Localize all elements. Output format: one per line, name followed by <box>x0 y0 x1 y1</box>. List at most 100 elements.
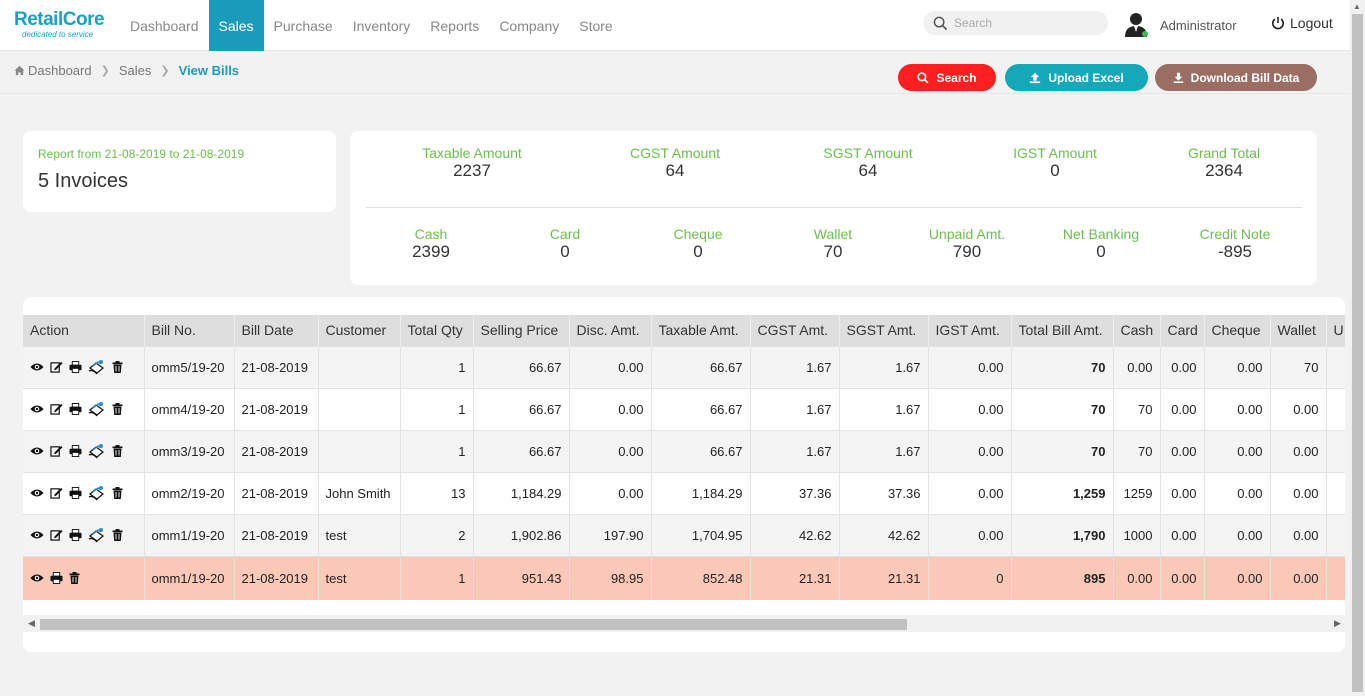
column-header[interactable]: Bill Date <box>234 315 319 346</box>
print-icon[interactable] <box>69 529 82 541</box>
row-actions <box>23 429 145 472</box>
print-icon[interactable] <box>69 445 82 457</box>
nav-store[interactable]: Store <box>579 17 613 34</box>
cell-customer: test <box>318 555 401 600</box>
stat-label: CGST Amount <box>629 145 721 161</box>
edit-icon[interactable] <box>50 361 63 373</box>
edit-icon[interactable] <box>50 529 63 541</box>
cell-igst: 0.00 <box>928 429 1012 472</box>
print-icon[interactable] <box>50 572 63 585</box>
report-summary-card: Report from 21-08-2019 to 21-08-2019 5 I… <box>23 131 336 212</box>
breadcrumb-dashboard[interactable]: Dashboard <box>28 63 92 78</box>
stat-credit-note: Credit Note -895 <box>1200 226 1271 262</box>
print-icon[interactable] <box>69 403 82 415</box>
column-header[interactable]: Total Bill Amt. <box>1011 315 1114 346</box>
column-header[interactable]: U <box>1326 315 1345 346</box>
edit-icon[interactable] <box>50 487 63 499</box>
nav-purchase[interactable]: Purchase <box>273 17 333 34</box>
print-icon[interactable] <box>69 487 82 499</box>
user-menu[interactable]: Administrator <box>1124 12 1237 38</box>
column-header[interactable]: Customer <box>318 315 401 346</box>
column-header[interactable]: SGST Amt. <box>839 315 929 346</box>
column-header[interactable]: Card <box>1160 315 1205 346</box>
table-row[interactable]: omm1/19-20 21-08-2019 test 2 1,902.86 197.90 1… <box>23 513 1345 556</box>
cell-cash: 70 <box>1113 429 1161 472</box>
payment-icon[interactable] <box>88 359 106 375</box>
column-header[interactable]: IGST Amt. <box>928 315 1012 346</box>
view-icon[interactable] <box>30 362 44 372</box>
retailcore-logo[interactable]: RetailCore dedicated to service <box>14 10 114 40</box>
edit-icon[interactable] <box>50 445 63 457</box>
column-header[interactable]: Cash <box>1113 315 1161 346</box>
column-header[interactable]: Selling Price <box>473 315 570 346</box>
view-icon[interactable] <box>30 446 44 456</box>
cell-unpaid <box>1326 513 1345 556</box>
view-icon[interactable] <box>30 404 44 414</box>
table-row[interactable]: omm1/19-20 21-08-2019 test 1 951.43 98.95 852.… <box>23 555 1345 600</box>
global-search[interactable] <box>923 11 1108 35</box>
view-icon[interactable] <box>30 573 44 583</box>
column-header[interactable]: Cheque <box>1204 315 1271 346</box>
horizontal-scroll-thumb[interactable] <box>40 619 907 630</box>
horizontal-scrollbar[interactable]: ◀ ▶ <box>23 615 1345 632</box>
edit-icon[interactable] <box>50 403 63 415</box>
column-header[interactable]: Bill No. <box>144 315 235 346</box>
upload-excel-button[interactable]: Upload Excel <box>1005 64 1148 91</box>
bills-table-scroll[interactable]: Action Bill No. Bill Date Customer Total Qty… <box>23 315 1345 615</box>
table-row[interactable]: omm3/19-20 21-08-2019 1 66.67 0.00 66.67 1.67 1… <box>23 429 1345 472</box>
row-actions <box>23 345 145 388</box>
logout-button[interactable]: Logout <box>1271 15 1333 31</box>
nav-inventory[interactable]: Inventory <box>352 17 411 34</box>
table-row[interactable]: omm5/19-20 21-08-2019 1 66.67 0.00 66.67 1.67 1… <box>23 345 1345 388</box>
cell-card: 0.00 <box>1160 387 1205 430</box>
search-button[interactable]: Search <box>898 64 996 91</box>
stat-taxable-amount: Taxable Amount 2237 <box>422 145 522 181</box>
cell-price: 66.67 <box>473 429 570 472</box>
delete-icon[interactable] <box>69 572 80 585</box>
cell-cheque: 0.00 <box>1204 555 1271 600</box>
scroll-left-icon[interactable]: ◀ <box>28 618 35 628</box>
download-bill-data-button[interactable]: Download Bill Data <box>1155 64 1317 91</box>
vertical-scrollbar[interactable]: ▲ <box>1350 0 1365 696</box>
column-header[interactable]: Taxable Amt. <box>651 315 751 346</box>
column-header[interactable]: Action <box>23 315 145 346</box>
nav-company[interactable]: Company <box>499 17 560 34</box>
payment-icon[interactable] <box>88 443 106 459</box>
row-actions <box>23 555 145 600</box>
cell-date: 21-08-2019 <box>234 429 319 472</box>
cell-igst: 0.00 <box>928 513 1012 556</box>
cell-cgst: 1.67 <box>750 387 840 430</box>
stat-label: Credit Note <box>1199 226 1271 242</box>
cell-igst: 0.00 <box>928 471 1012 514</box>
cell-qty: 1 <box>400 555 474 600</box>
view-icon[interactable] <box>30 488 44 498</box>
delete-icon[interactable] <box>112 445 123 457</box>
payment-icon[interactable] <box>88 527 106 543</box>
nav-reports[interactable]: Reports <box>430 17 480 34</box>
column-header[interactable]: Wallet <box>1270 315 1327 346</box>
column-header[interactable]: Disc. Amt. <box>569 315 652 346</box>
payment-icon[interactable] <box>88 401 106 417</box>
search-input[interactable] <box>954 16 1094 30</box>
view-icon[interactable] <box>30 530 44 540</box>
delete-icon[interactable] <box>112 487 123 499</box>
scroll-up-icon[interactable]: ▲ <box>1353 2 1361 11</box>
table-row[interactable]: omm2/19-20 21-08-2019 John Smith 13 1,184.29… <box>23 471 1345 514</box>
vertical-scroll-thumb[interactable] <box>1352 14 1363 692</box>
column-header[interactable]: Total Qty <box>400 315 474 346</box>
nav-dashboard[interactable]: Dashboard <box>130 17 199 34</box>
breadcrumb-sales[interactable]: Sales <box>118 63 152 78</box>
delete-icon[interactable] <box>112 529 123 541</box>
payment-icon[interactable] <box>88 485 106 501</box>
nav-sales[interactable]: Sales <box>208 0 264 51</box>
table-row[interactable]: omm4/19-20 21-08-2019 1 66.67 0.00 66.67 1.67 1… <box>23 387 1345 430</box>
cell-date: 21-08-2019 <box>234 555 319 600</box>
user-avatar-icon <box>1125 13 1148 37</box>
print-icon[interactable] <box>69 361 82 373</box>
scroll-right-icon[interactable]: ▶ <box>1334 618 1341 628</box>
delete-icon[interactable] <box>112 361 123 373</box>
column-header[interactable]: CGST Amt. <box>750 315 840 346</box>
stat-card: Card 0 <box>550 226 580 262</box>
cell-cash: 70 <box>1113 387 1161 430</box>
delete-icon[interactable] <box>112 403 123 415</box>
